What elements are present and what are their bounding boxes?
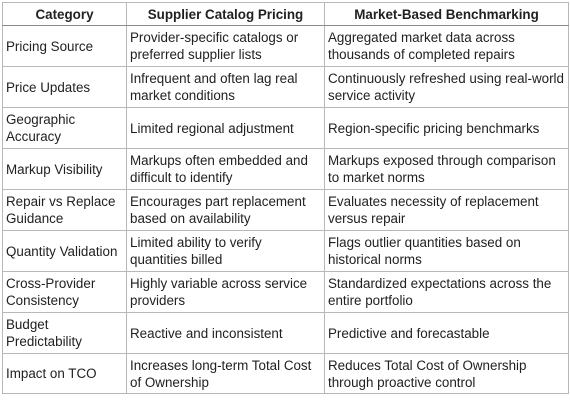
row-category-cell: Cross-Provider Consistency: [2, 271, 127, 313]
row-market-cell: Standardized expectations across the ent…: [324, 271, 569, 313]
row-supplier-cell: Infrequent and often lag real market con…: [126, 66, 325, 108]
header-supplier-catalog-pricing: Supplier Catalog Pricing: [126, 2, 325, 26]
row-category-cell: Impact on TCO: [2, 353, 127, 394]
row-market-cell: Predictive and forecastable: [324, 312, 569, 354]
row-supplier-cell: Provider-specific catalogs or preferred …: [126, 25, 325, 67]
row-market-cell: Aggregated market data across thousands …: [324, 25, 569, 67]
row-market-cell: Region-specific pricing benchmarks: [324, 107, 569, 149]
table-row: Geographic Accuracy Limited regional adj…: [2, 107, 569, 149]
row-category-cell: Quantity Validation: [2, 230, 127, 272]
table-row: Cross-Provider Consistency Highly variab…: [2, 271, 569, 313]
row-market-cell: Markups exposed through comparison to ma…: [324, 148, 569, 190]
table-row: Pricing Source Provider-specific catalog…: [2, 25, 569, 67]
row-category-cell: Budget Predictability: [2, 312, 127, 354]
row-supplier-cell: Highly variable across service providers: [126, 271, 325, 313]
table-row: Repair vs Replace Guidance Encourages pa…: [2, 189, 569, 231]
table-row: Markup Visibility Markups often embedded…: [2, 148, 569, 190]
row-supplier-cell: Encourages part replacement based on ava…: [126, 189, 325, 231]
table-row: Price Updates Infrequent and often lag r…: [2, 66, 569, 108]
table-row: Impact on TCO Increases long-term Total …: [2, 353, 569, 394]
header-category: Category: [2, 2, 127, 26]
table-row: Budget Predictability Reactive and incon…: [2, 312, 569, 354]
row-market-cell: Reduces Total Cost of Ownership through …: [324, 353, 569, 394]
row-market-cell: Flags outlier quantities based on histor…: [324, 230, 569, 272]
row-market-cell: Continuously refreshed using real-world …: [324, 66, 569, 108]
row-supplier-cell: Reactive and inconsistent: [126, 312, 325, 354]
row-market-cell: Evaluates necessity of replacement versu…: [324, 189, 569, 231]
row-supplier-cell: Markups often embedded and difficult to …: [126, 148, 325, 190]
header-row: Category Supplier Catalog Pricing Market…: [2, 2, 569, 26]
table-row: Quantity Validation Limited ability to v…: [2, 230, 569, 272]
comparison-table: Category Supplier Catalog Pricing Market…: [2, 2, 569, 394]
row-supplier-cell: Increases long-term Total Cost of Owners…: [126, 353, 325, 394]
row-supplier-cell: Limited regional adjustment: [126, 107, 325, 149]
row-category-cell: Markup Visibility: [2, 148, 127, 190]
header-market-based-benchmarking: Market-Based Benchmarking: [324, 2, 569, 26]
row-category-cell: Repair vs Replace Guidance: [2, 189, 127, 231]
row-category-cell: Geographic Accuracy: [2, 107, 127, 149]
row-category-cell: Pricing Source: [2, 25, 127, 67]
row-supplier-cell: Limited ability to verify quantities bil…: [126, 230, 325, 272]
row-category-cell: Price Updates: [2, 66, 127, 108]
